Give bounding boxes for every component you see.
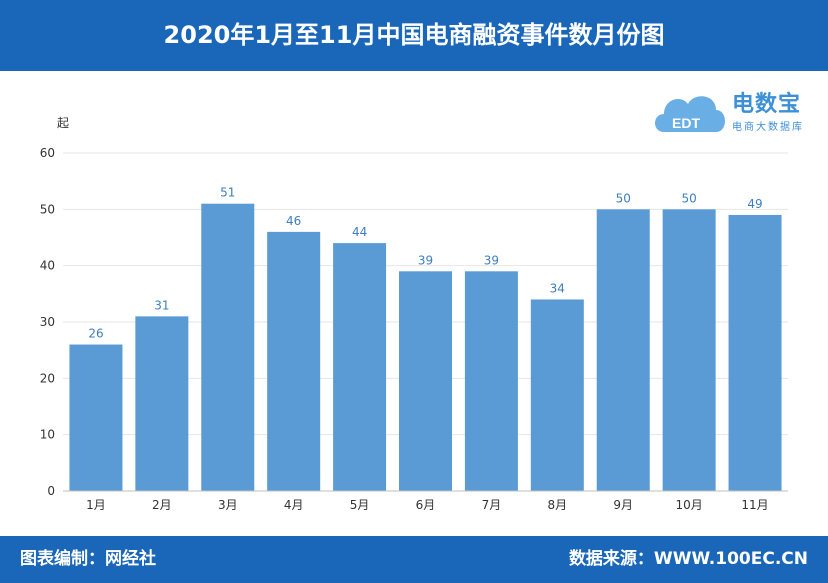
data-label: 31: [154, 298, 169, 312]
footer-compiler: 图表编制：网经社: [20, 549, 156, 569]
bar-9: [596, 209, 650, 492]
x-tick-label: 10月: [675, 498, 702, 512]
data-label: 26: [88, 327, 103, 341]
bar-5: [333, 243, 387, 491]
data-label: 39: [418, 253, 433, 267]
bar-3: [201, 203, 255, 491]
x-tick-label: 7月: [482, 498, 502, 512]
data-label: 46: [286, 214, 301, 228]
axes: 起: [57, 116, 788, 492]
y-tick-label: 50: [40, 202, 55, 216]
x-tick-label: 11月: [741, 498, 768, 512]
data-label: 44: [352, 225, 367, 239]
x-tick-label: 1月: [86, 498, 106, 512]
bar-2: [135, 316, 189, 491]
data-label: 50: [681, 191, 696, 205]
x-tick-label: 6月: [416, 498, 436, 512]
footer-banner: 图表编制：网经社 数据来源：WWW.100EC.CN: [0, 536, 828, 583]
cloud-icon: EDT: [655, 96, 725, 132]
y-axis-unit: 起: [57, 116, 69, 130]
x-tick-label: 2月: [152, 498, 172, 512]
bar-4: [267, 231, 321, 491]
data-label: 39: [484, 253, 499, 267]
bar-6: [399, 271, 452, 491]
y-tick-label: 10: [40, 428, 55, 442]
x-tick-label: 5月: [350, 498, 370, 512]
chart-title: 2020年1月至11月中国电商融资事件数月份图: [163, 21, 665, 49]
logo-mark: EDT: [672, 115, 700, 131]
data-labels: 26 1月 31 2月 51 3月 46 4月 44 5月 39 6月 39 7月 34 8月 50 9月 50 10…: [86, 186, 769, 512]
x-tick-label: 9月: [613, 498, 633, 512]
x-tick-label: 3月: [218, 498, 238, 512]
data-label: 50: [616, 191, 631, 205]
x-tick-label: 4月: [284, 498, 304, 512]
y-tick-label: 60: [40, 146, 55, 160]
bar-8: [530, 299, 584, 491]
y-tick-label: 0: [47, 484, 55, 498]
bar-10: [662, 209, 716, 492]
data-label: 49: [747, 197, 762, 211]
y-tick-label: 20: [40, 371, 55, 385]
logo-subtitle: 电商大数据库: [732, 122, 804, 133]
footer-source: 数据来源：WWW.100EC.CN: [568, 549, 808, 569]
y-tick-label: 30: [40, 315, 55, 329]
logo-name: 电数宝: [732, 92, 802, 117]
data-label: 34: [550, 281, 565, 295]
title-banner: 2020年1月至11月中国电商融资事件数月份图: [0, 0, 828, 71]
bar-11: [728, 214, 782, 491]
bars: [69, 203, 782, 492]
data-label: 51: [220, 186, 235, 200]
x-tick-label: 8月: [547, 498, 567, 512]
y-tick-label: 40: [40, 259, 55, 273]
bar-1: [69, 344, 123, 491]
bar-7: [464, 271, 518, 491]
brand-logo: EDT 电数宝 电商大数据库: [650, 84, 820, 140]
